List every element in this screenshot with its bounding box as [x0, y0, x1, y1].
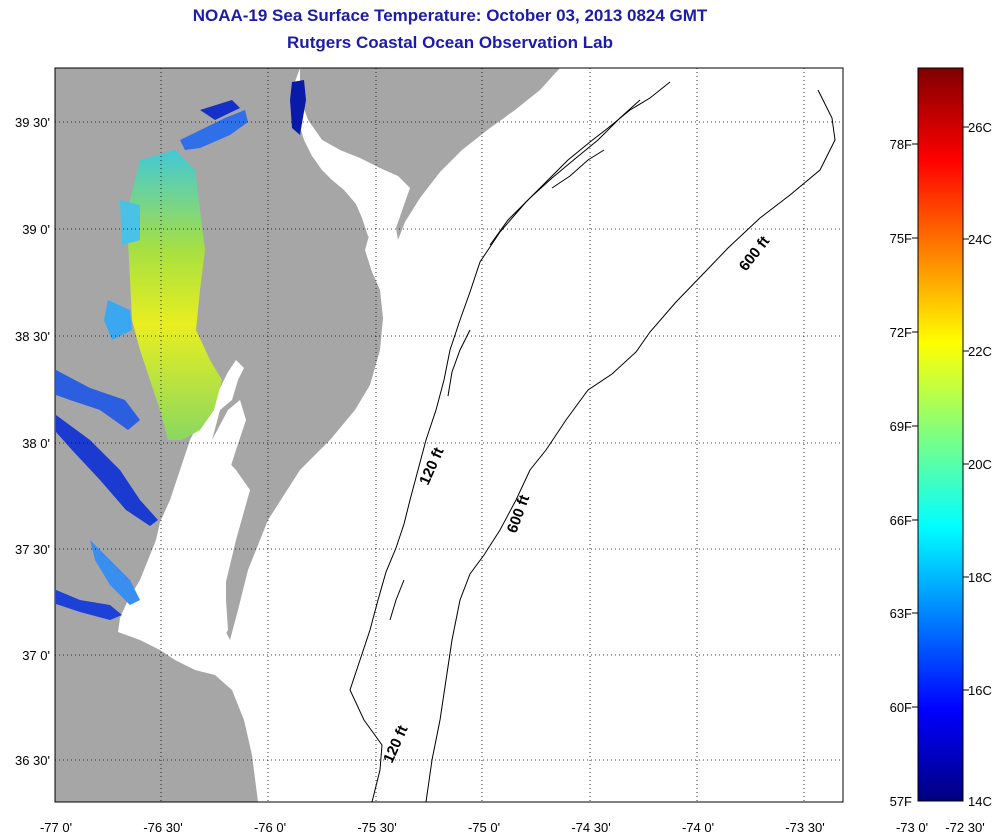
lon-label: -75 0' [468, 820, 500, 835]
colorbar-f-label: 78F [890, 137, 912, 152]
lat-label: 38 0' [22, 436, 50, 451]
colorbar [917, 67, 964, 802]
sst-data [56, 80, 306, 620]
colorbar-f-label: 72F [890, 325, 912, 340]
lat-label: 39 30' [15, 115, 50, 130]
colorbar-c-label: 16C [968, 683, 992, 698]
colorbar-f-label: 75F [890, 231, 912, 246]
colorbar-f-label: 63F [890, 606, 912, 621]
colorbar-f-label: 69F [890, 419, 912, 434]
lon-label: -73 0' [896, 820, 928, 835]
lon-label: -74 0' [682, 820, 714, 835]
lon-label: -74 30' [571, 820, 610, 835]
lat-label: 38 30' [15, 329, 50, 344]
lon-label: -72 30' [945, 820, 984, 835]
colorbar-f-label: 66F [890, 513, 912, 528]
chesapeake-bay [150, 400, 246, 650]
lon-label: -75 30' [357, 820, 396, 835]
lat-label: 37 0' [22, 648, 50, 663]
bathymetry-contours [349, 81, 836, 802]
lat-label: 39 0' [22, 222, 50, 237]
graticule [55, 68, 843, 802]
colorbar-ticks [912, 126, 969, 708]
map-frame [54, 67, 844, 803]
colorbar-c-label: 20C [968, 457, 992, 472]
delaware-bay [298, 98, 406, 246]
map-title: NOAA-19 Sea Surface Temperature: October… [192, 6, 708, 25]
lon-label: -73 30' [785, 820, 824, 835]
map-subtitle: Rutgers Coastal Ocean Observation Lab [287, 33, 613, 52]
colorbar-c-label: 14C [968, 794, 992, 809]
colorbar-c-label: 22C [968, 344, 992, 359]
lat-label: 37 30' [15, 542, 50, 557]
lon-label: -76 0' [254, 820, 286, 835]
land-new-jersey [300, 68, 560, 240]
colorbar-c-label: 26C [968, 120, 992, 135]
colorbar-c-label: 24C [968, 232, 992, 247]
colorbar-c-label: 18C [968, 570, 992, 585]
lon-label: -77 0' [40, 820, 72, 835]
lon-label: -76 30' [143, 820, 182, 835]
colorbar-f-label: 60F [890, 700, 912, 715]
lat-label: 36 30' [15, 753, 50, 768]
colorbar-f-label: 57F [890, 794, 912, 809]
